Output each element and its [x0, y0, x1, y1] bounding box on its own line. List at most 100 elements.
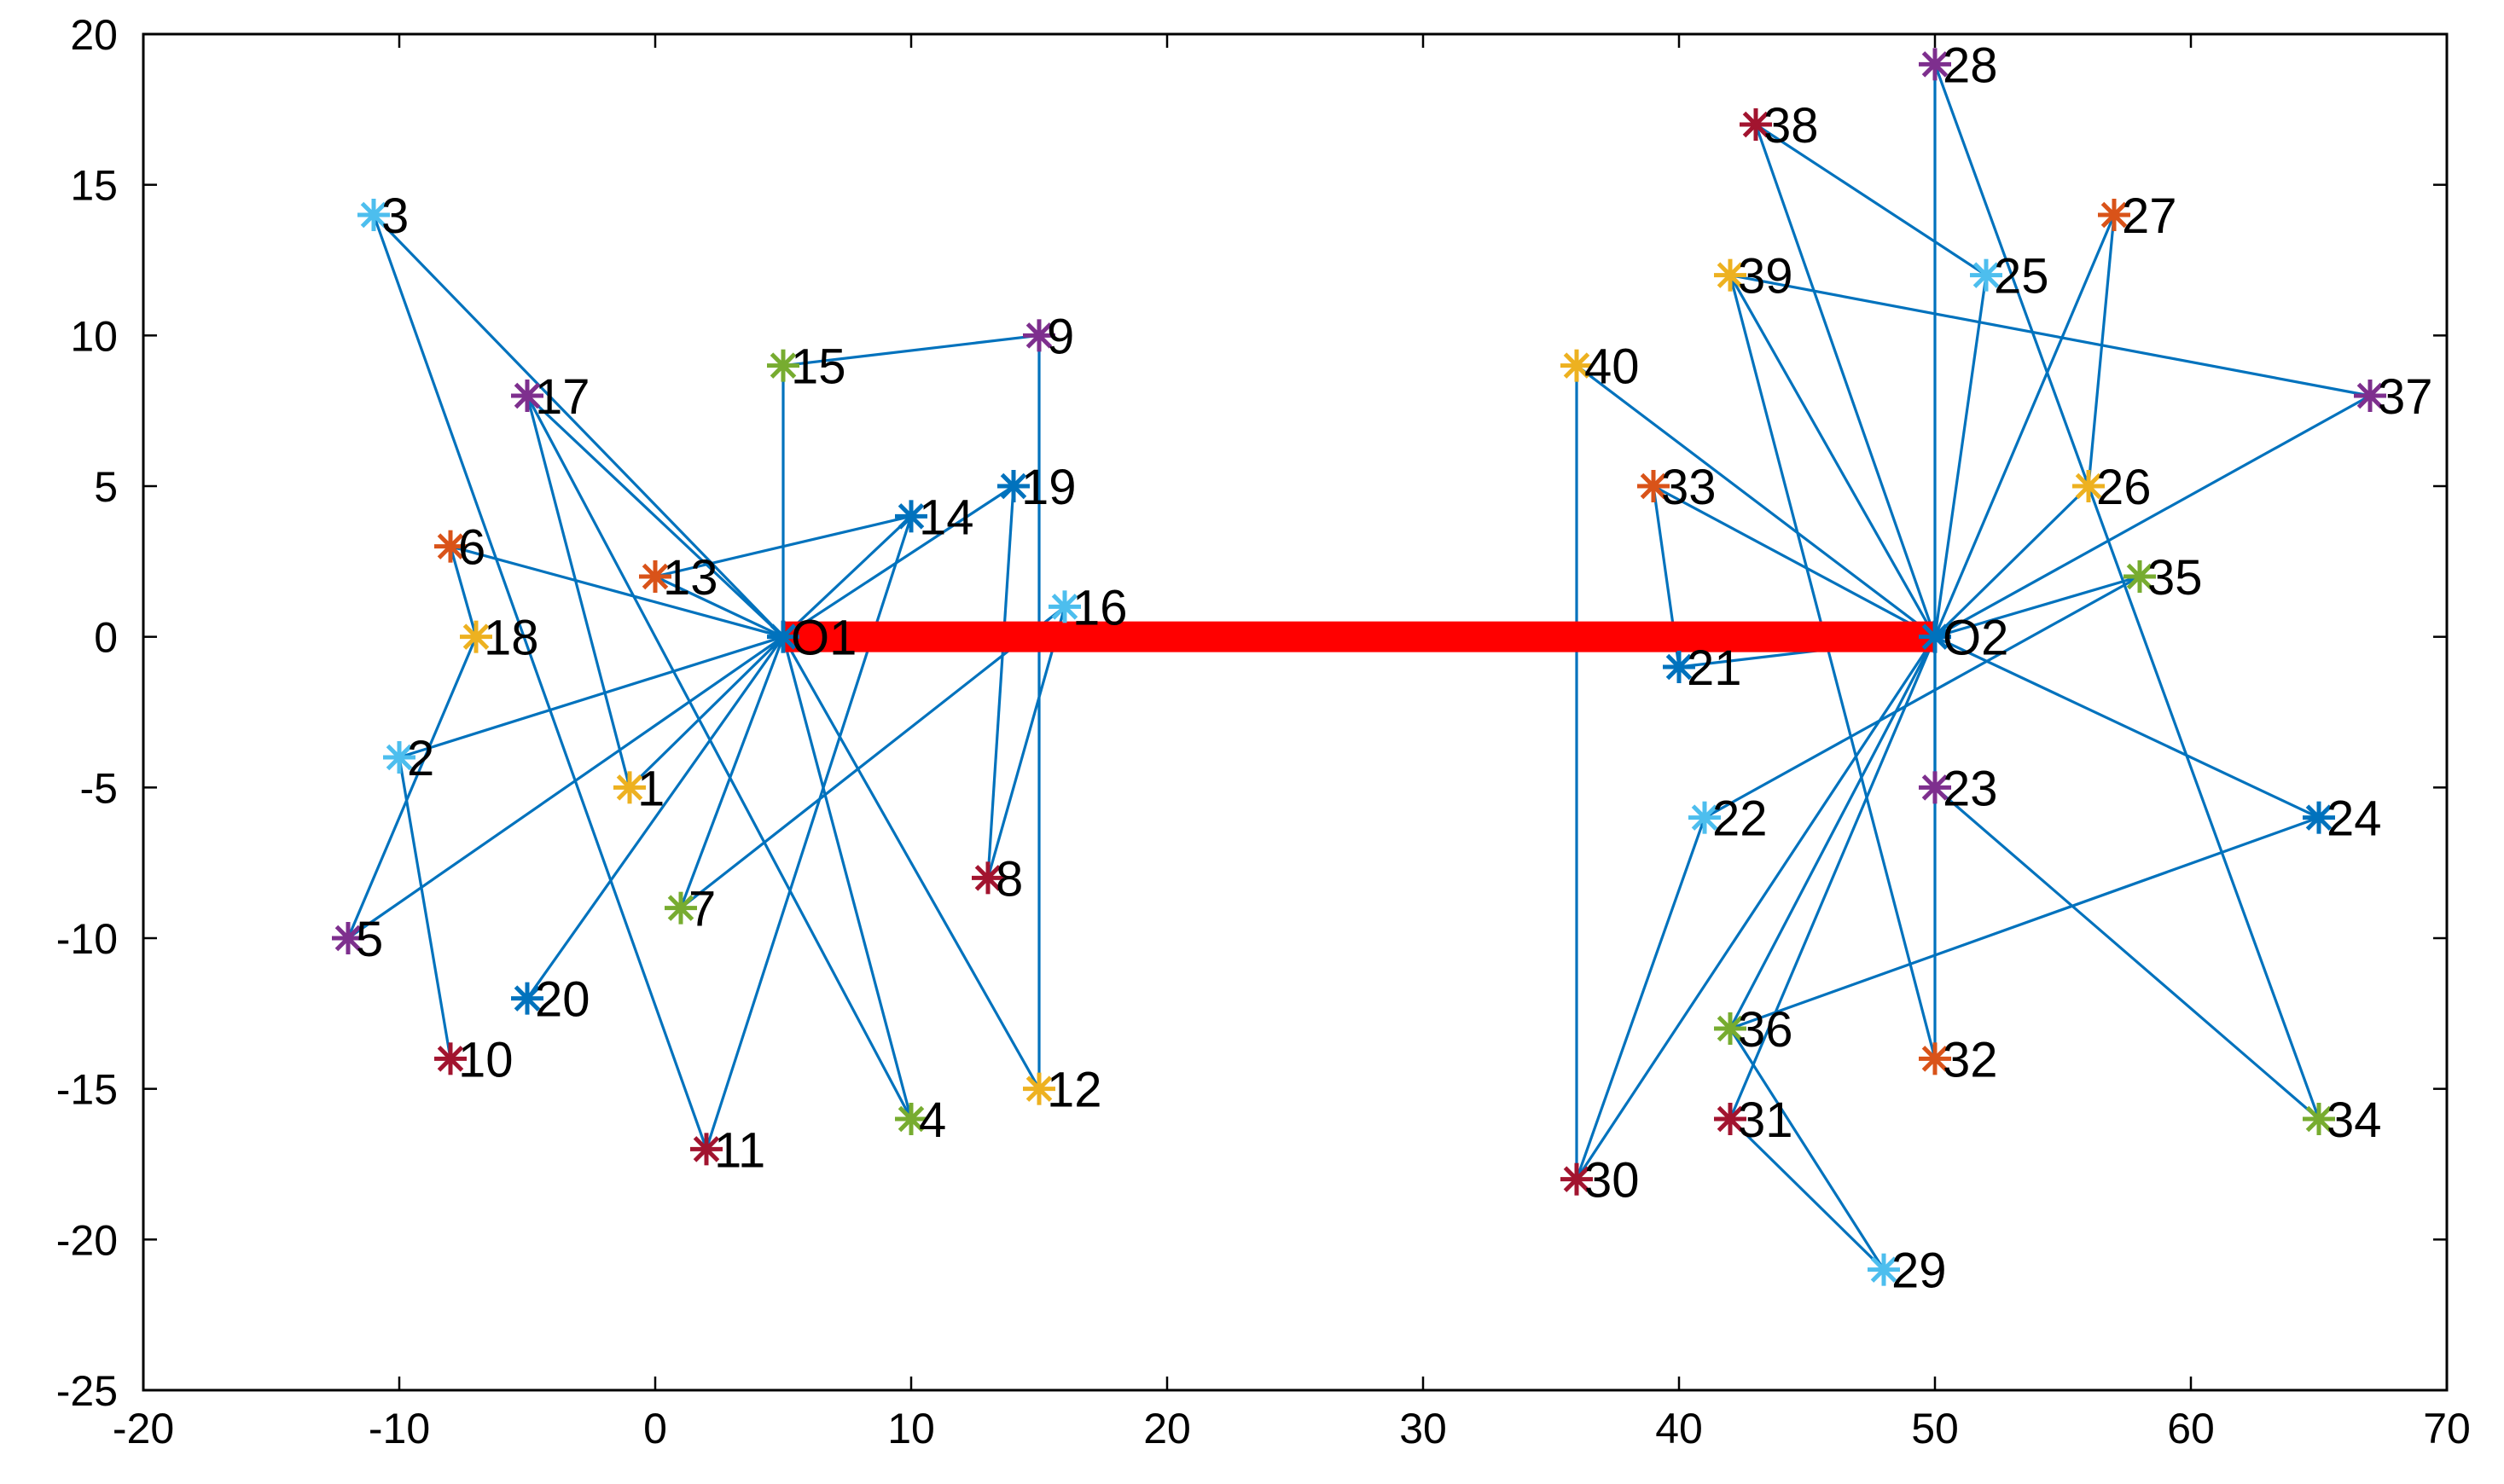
node-marker-32 — [1919, 1042, 1951, 1075]
route-link-O1-13 — [654, 575, 784, 639]
node-marker-39 — [1714, 258, 1746, 292]
node-label-8: 8 — [996, 851, 1023, 907]
route-link-O2-38 — [1754, 124, 1937, 638]
node-label-5: 5 — [356, 912, 383, 967]
node-marker-37 — [2354, 380, 2386, 412]
route-link-O2-31 — [1728, 636, 1937, 1120]
node-marker-6 — [434, 530, 467, 563]
node-label-34: 34 — [2327, 1093, 2382, 1148]
node-marker-16 — [1049, 590, 1081, 623]
node-marker-14 — [895, 500, 927, 533]
node-label-9: 9 — [1047, 309, 1074, 364]
node-marker-18 — [460, 620, 492, 653]
node-marker-27 — [2098, 199, 2130, 231]
node-marker-7 — [665, 891, 697, 925]
route-link-17-1 — [526, 395, 631, 788]
node-marker-34 — [2303, 1103, 2335, 1135]
node-label-21: 21 — [1687, 641, 1742, 696]
node-label-38: 38 — [1763, 98, 1819, 154]
node-marker-33 — [1637, 470, 1670, 502]
route-link-31-29 — [1728, 1117, 1885, 1271]
x-tick-label-6: 40 — [1655, 1405, 1703, 1452]
route-link-36-24 — [1729, 816, 2320, 1030]
node-label-29: 29 — [1891, 1243, 1947, 1299]
route-link-O1-20 — [526, 635, 785, 1000]
route-link-19-8 — [986, 485, 1015, 878]
node-marker-23 — [1919, 771, 1951, 804]
node-label-10: 10 — [458, 1032, 514, 1087]
node-marker-1 — [613, 771, 646, 804]
route-link-O2-24 — [1934, 635, 2320, 820]
y-tick-label-7: 10 — [70, 312, 118, 360]
node-marker-21 — [1663, 651, 1695, 683]
y-tick-label-2: -15 — [56, 1066, 118, 1114]
route-link-O1-12 — [781, 635, 1041, 1090]
node-labels: 1234567891011121314151617181920212223242… — [356, 38, 2433, 1298]
node-label-16: 16 — [1072, 580, 1128, 635]
node-label-30: 30 — [1584, 1153, 1640, 1209]
y-tick-label-8: 15 — [70, 162, 118, 210]
y-tick-label-5: 0 — [94, 614, 118, 662]
route-link-17-4 — [526, 395, 913, 1120]
route-link-3-11 — [372, 214, 708, 1150]
node-label-24: 24 — [2327, 791, 2382, 847]
node-label-36: 36 — [1738, 1002, 1793, 1058]
route-link-29-36 — [1728, 1028, 1885, 1271]
node-label-18: 18 — [484, 611, 539, 666]
route-link-O1-5 — [347, 635, 784, 940]
node-marker-22 — [1688, 801, 1721, 834]
node-marker-8 — [972, 861, 1004, 895]
route-link-27-26 — [2087, 214, 2116, 487]
node-marker-36 — [1714, 1012, 1746, 1045]
node-marker-13 — [639, 560, 671, 593]
y-tick-label-6: 5 — [94, 463, 118, 511]
depot-marker-O1 — [767, 620, 799, 653]
node-marker-10 — [434, 1042, 467, 1075]
node-marker-29 — [1868, 1253, 1900, 1286]
node-marker-20 — [511, 982, 543, 1015]
node-label-4: 4 — [919, 1093, 946, 1148]
node-label-33: 33 — [1661, 460, 1717, 515]
node-label-13: 13 — [663, 550, 718, 606]
node-label-35: 35 — [2147, 550, 2203, 606]
x-tick-label-0: -20 — [113, 1405, 174, 1452]
node-marker-31 — [1714, 1103, 1746, 1135]
node-label-28: 28 — [1943, 38, 1998, 93]
node-marker-11 — [690, 1133, 723, 1166]
node-marker-3 — [357, 199, 390, 231]
y-tick-label-4: -5 — [80, 764, 118, 812]
route-link-22-30 — [1575, 817, 1706, 1180]
route-links — [346, 63, 2371, 1271]
node-label-23: 23 — [1943, 761, 1998, 816]
route-link-16-7 — [680, 606, 1066, 909]
x-tick-label-2: 0 — [643, 1405, 667, 1452]
node-label-1: 1 — [637, 761, 665, 816]
y-tick-label-3: -10 — [56, 915, 118, 963]
node-label-25: 25 — [1994, 249, 2049, 304]
route-link-O1-1 — [628, 635, 785, 789]
node-marker-15 — [767, 349, 799, 382]
route-link-38-25 — [1755, 123, 1987, 277]
route-link-6-18 — [449, 546, 478, 638]
node-marker-35 — [2123, 560, 2156, 593]
node-marker-9 — [1023, 319, 1055, 352]
route-link-O1-17 — [526, 394, 785, 638]
node-label-12: 12 — [1047, 1063, 1102, 1118]
node-marker-2 — [383, 741, 415, 774]
route-link-O2-27 — [1933, 214, 2116, 638]
axis-ticks — [142, 32, 2449, 1392]
node-label-11: 11 — [714, 1122, 765, 1178]
route-link-O1-4 — [781, 636, 913, 1120]
route-link-O1-14 — [781, 515, 913, 638]
depot-label-O1: O1 — [791, 611, 857, 666]
route-link-O2-35 — [1934, 575, 2141, 639]
node-label-37: 37 — [2378, 369, 2433, 425]
route-link-O2-39 — [1728, 274, 1937, 638]
route-link-26-O2 — [1933, 484, 2090, 638]
x-tick-label-3: 10 — [887, 1405, 935, 1452]
route-link-O1-2 — [398, 635, 784, 759]
y-tick-label-1: -20 — [56, 1216, 118, 1264]
node-label-32: 32 — [1943, 1032, 1998, 1087]
